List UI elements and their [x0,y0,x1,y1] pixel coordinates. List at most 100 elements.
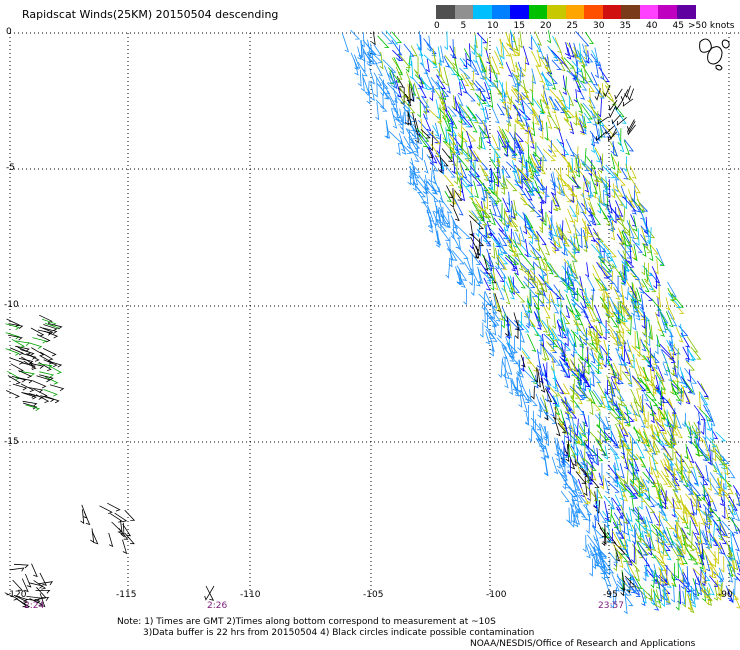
wind-barb [690,493,701,512]
wind-barb [571,416,576,434]
wind-barb [672,488,682,504]
wind-barb [660,348,668,364]
wind-barb [495,261,507,279]
wind-barb [657,292,662,308]
wind-barb [33,580,47,590]
wind-barb [659,532,669,543]
wind-barb [554,37,562,54]
wind-barb [702,583,709,599]
wind-barbs [4,29,740,615]
wind-barb [545,431,550,447]
wind-barb [492,310,501,322]
wind-barb [603,85,611,98]
wind-barb [466,256,473,275]
wind-barb [488,299,498,314]
wind-barb [439,210,447,227]
wind-barb [575,482,583,495]
wind-barb [432,124,440,137]
wind-barb [453,141,461,156]
wind-barb [523,214,528,235]
wind-barb [582,63,587,80]
wind-barb [523,225,533,239]
wind-barb [498,203,503,223]
wind-barb [707,477,712,492]
wind-barb [588,475,600,489]
wind-barb [524,179,534,192]
wind-barb [43,324,58,332]
wind-barb [639,414,646,429]
wind-barb [512,104,522,116]
wind-barb [502,197,511,213]
island-outline [715,64,723,71]
wind-barb [685,450,694,469]
wind-barb [544,445,550,458]
wind-barb [668,434,672,449]
wind-barb [49,384,65,392]
wind-barb [528,204,542,218]
wind-barb [39,371,55,378]
wind-barb [579,335,595,350]
wind-barb [578,334,585,349]
wind-barb [476,60,485,81]
wind-barb [505,356,513,376]
wind-barb [630,300,641,318]
wind-barb [681,590,686,605]
wind-barb [523,281,538,297]
wind-barb [682,474,689,488]
wind-barb [416,127,430,142]
wind-barb [476,136,481,151]
wind-barb [576,494,581,514]
wind-barb [423,113,432,132]
wind-barb [357,61,368,77]
colorbar-segment [473,5,492,19]
wind-barb [400,115,404,135]
wind-barb [515,359,521,377]
wind-barb [639,456,647,468]
wind-barb [525,310,530,329]
wind-barb [681,372,688,389]
wind-barb [674,510,687,524]
wind-barb [600,554,605,570]
wind-barb [660,459,670,478]
wind-barb [612,207,617,224]
wind-barb [628,368,633,388]
wind-barb [565,217,572,234]
wind-barb [535,230,547,246]
wind-barb [699,391,709,406]
wind-barb [707,501,712,517]
wind-barb [683,471,692,487]
wind-barb [451,153,456,175]
wind-barb [479,269,493,282]
wind-barb [582,198,587,215]
lat-label-minus-15: -15 [4,437,19,447]
wind-barb [684,504,689,525]
wind-barb [621,572,626,592]
wind-barb [632,507,646,524]
wind-barb [537,334,542,356]
wind-barb [669,429,677,444]
wind-barb [493,273,499,291]
wind-barb [667,310,678,327]
wind-barb [675,591,680,611]
wind-barb [610,153,616,170]
wind-barb [655,297,660,318]
wind-barb [616,575,633,591]
pass-time-left: 2:24 [24,601,45,611]
wind-barb [630,195,641,213]
wind-barb [483,277,491,291]
wind-barb [661,431,670,446]
wind-barb [671,477,679,493]
wind-barb [391,69,398,90]
wind-barb [443,162,456,178]
colorbar-segment [658,5,677,19]
wind-barb [655,389,670,404]
wind-barb [495,247,500,266]
wind-barb [613,190,624,207]
wind-barb [616,117,627,126]
wind-barb [519,192,529,206]
wind-barb [593,490,598,509]
colorbar-label: 25 [566,21,578,31]
colorbar-label: 15 [513,21,525,31]
wind-barb [516,37,520,56]
wind-barb [20,383,35,393]
